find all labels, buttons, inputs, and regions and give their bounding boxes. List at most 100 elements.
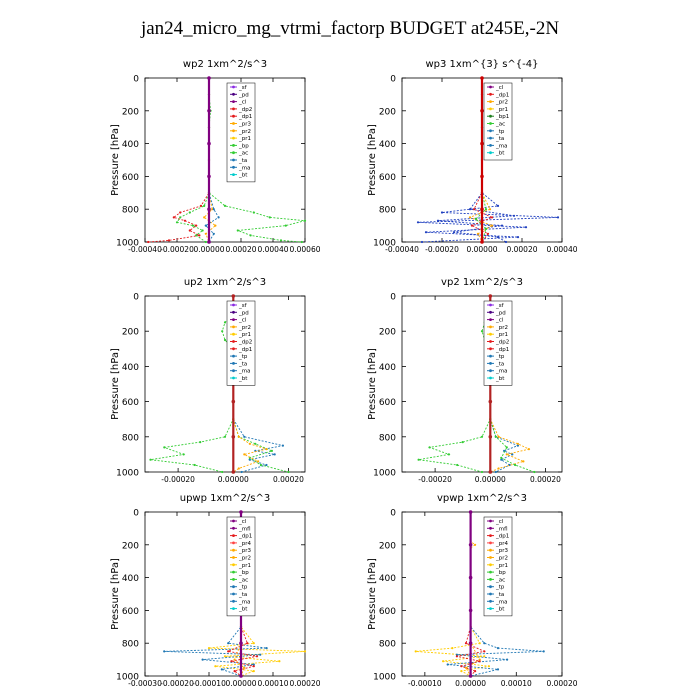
data-point [265, 448, 268, 451]
legend-entry: _pr3 [238, 548, 252, 554]
data-point [201, 658, 204, 661]
data-point [182, 453, 185, 456]
y-tick-label: 600 [379, 173, 396, 183]
legend-marker [232, 173, 235, 177]
legend-marker [489, 325, 492, 329]
y-tick-label: 200 [122, 328, 139, 338]
data-point [284, 224, 287, 227]
legend-entry: _pr1 [495, 332, 508, 338]
legend-box [483, 82, 513, 161]
legend-entry: _pr2 [495, 100, 508, 106]
data-point [223, 655, 227, 658]
legend-entry: _sf [238, 303, 248, 309]
legend-entry: _pr2 [238, 129, 251, 135]
legend-marker [489, 122, 492, 125]
y-tick-label: 1000 [116, 673, 139, 683]
legend-marker [232, 563, 235, 567]
y-axis-label: Pressure [hPa] [367, 124, 378, 196]
data-point [494, 435, 497, 438]
data-point [195, 224, 198, 227]
legend-marker [489, 347, 492, 351]
legend-box [483, 300, 513, 386]
data-point [249, 234, 252, 237]
data-point [303, 219, 307, 222]
data-point [468, 216, 472, 219]
data-point [488, 208, 492, 211]
data-point [243, 666, 246, 669]
legend-entry: _ta [495, 592, 504, 598]
data-point [420, 240, 424, 244]
data-point [188, 229, 191, 232]
figure-title: jan24_micro_mg_vtrmi_factorp BUDGET at24… [140, 18, 560, 39]
plot-frame [401, 295, 563, 473]
data-point [486, 232, 490, 235]
legend-marker [232, 144, 235, 147]
legend-marker [489, 144, 492, 147]
legend-entry: _pr3 [495, 548, 509, 554]
y-tick-label: 600 [122, 607, 139, 617]
series-line [150, 296, 234, 473]
panel-title: up2 1xm^2/s^3 [184, 277, 266, 288]
legend-marker [489, 563, 492, 567]
data-point [259, 653, 262, 656]
data-point [220, 668, 223, 671]
data-point [188, 211, 191, 214]
series-line [465, 512, 481, 677]
data-point [496, 204, 500, 207]
data-point [488, 470, 493, 474]
data-point [248, 442, 251, 445]
panel-title: wp3 1xm^{3} s^{-4} [425, 59, 538, 70]
data-point [214, 224, 217, 227]
data-point [221, 330, 224, 333]
data-point [149, 458, 152, 461]
y-tick-label: 400 [379, 140, 396, 150]
legend-marker [232, 376, 235, 380]
x-tick-label: -0.00020 [160, 245, 194, 254]
series-line [205, 78, 220, 243]
legend-entry: _ta [495, 136, 504, 142]
legend-marker [489, 100, 492, 103]
data-point [470, 224, 474, 227]
y-axis-label: Pressure [hPa] [367, 348, 378, 420]
data-point [497, 435, 500, 438]
legend-box [226, 516, 256, 617]
legend-marker [232, 519, 235, 523]
data-point [163, 650, 166, 653]
legend-marker [232, 541, 235, 545]
data-point [252, 211, 255, 214]
data-point [468, 575, 473, 580]
data-point [514, 463, 517, 467]
data-point [303, 650, 307, 653]
legend-entry: _bt [495, 376, 505, 382]
data-point [207, 76, 211, 80]
legend-entry: _bt [238, 173, 248, 179]
data-point [512, 214, 516, 217]
data-point [223, 204, 227, 207]
legend-entry: _pr1 [238, 136, 251, 142]
data-point [480, 470, 484, 474]
data-point [480, 207, 484, 211]
legend-entry: _bp [495, 570, 506, 576]
data-point [474, 543, 477, 546]
y-axis-label: Pressure [hPa] [110, 348, 121, 420]
data-point [416, 221, 420, 224]
legend-marker [489, 332, 492, 336]
legend-entry: _ma [495, 143, 507, 149]
data-point [464, 666, 468, 669]
chart-panel-4: vp2 1xm^2/s^3 Pressure [hPa] 0 200 400 600 800… [367, 277, 563, 484]
data-point [474, 670, 477, 673]
data-point [480, 141, 484, 146]
data-point [474, 217, 478, 221]
legend-marker [489, 107, 492, 111]
data-point [468, 674, 473, 678]
data-point [231, 294, 236, 298]
data-point [211, 208, 214, 211]
x-tick-label: 0.00040 [546, 245, 577, 254]
series-line [148, 78, 210, 243]
data-point [456, 463, 459, 467]
y-tick-label: 800 [122, 206, 139, 216]
data-point [195, 234, 198, 237]
legend-marker [489, 129, 492, 133]
legend-marker [489, 114, 492, 118]
legend-entry: _ta [238, 158, 247, 164]
